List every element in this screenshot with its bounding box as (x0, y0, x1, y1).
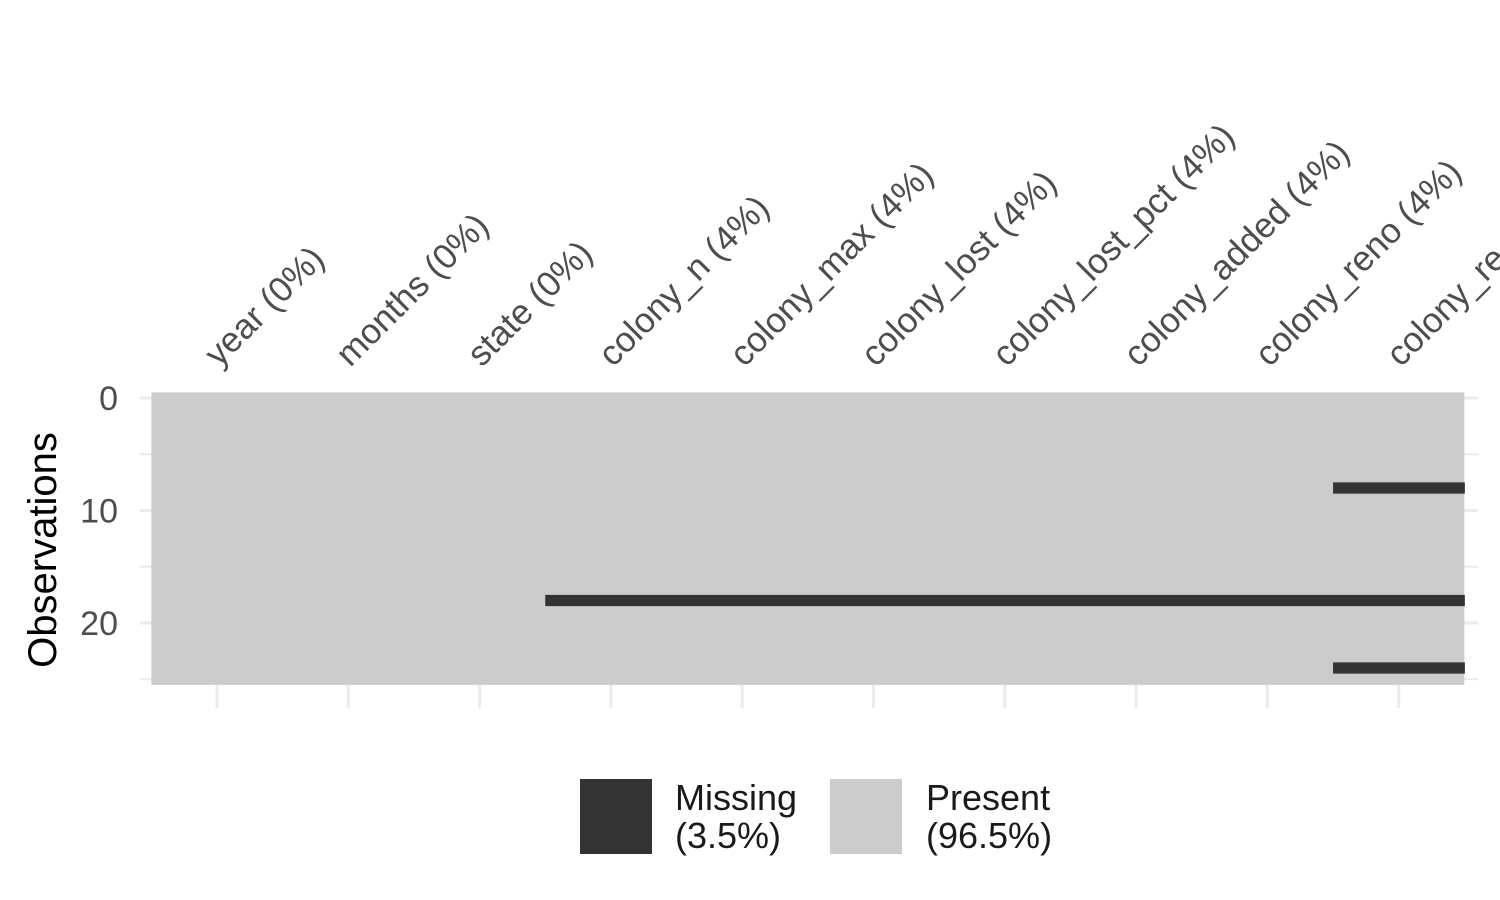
missing-cell (1333, 594, 1465, 607)
missing-cell (545, 594, 678, 607)
x-tick-labels: year (0%)months (0%)state (0%)colony_n (… (197, 116, 1500, 373)
x-tick-label: colony_re (1379, 239, 1500, 374)
missing-cell (1201, 594, 1334, 607)
y-tick-label: 0 (99, 380, 118, 418)
missing-cell (676, 594, 809, 607)
y-tick-labels: 0 10 20 (80, 380, 118, 643)
x-tick-label: colony_added (4%) (1116, 133, 1357, 374)
missing-cell (807, 594, 940, 607)
y-tick-label: 10 (80, 493, 118, 531)
legend-label: Missing (675, 777, 797, 818)
legend-key (580, 779, 652, 854)
missing-cell (1333, 662, 1465, 674)
missing-cell (1333, 482, 1465, 494)
data-cells (151, 392, 1465, 685)
missing-cell (939, 594, 1071, 607)
y-tick-label: 20 (80, 605, 118, 643)
x-tick-label: colony_lost_pct (4%) (985, 116, 1242, 373)
legend-percent: (3.5%) (675, 815, 781, 856)
x-tick-label: year (0%) (197, 239, 332, 374)
legend-label: Present (926, 777, 1050, 818)
present-cells (151, 392, 1465, 685)
missing-cell (1070, 594, 1203, 607)
legend: Missing(3.5%) Present(96.5%) (580, 777, 1052, 856)
legend-key (830, 779, 902, 854)
legend-percent: (96.5%) (926, 815, 1052, 856)
x-tick-label: state (0%) (460, 233, 600, 373)
y-axis-title: Observations (21, 432, 65, 668)
